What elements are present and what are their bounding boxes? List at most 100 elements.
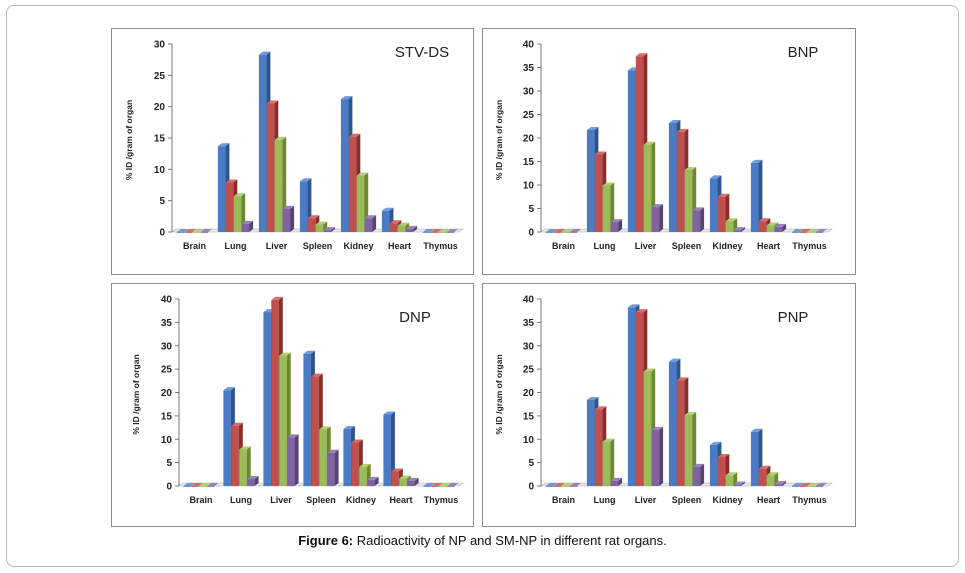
bar-spleen-s4-top [692,207,705,211]
bar-lung-s4 [610,477,623,486]
bar-thymus-s3 [439,483,451,487]
y-tick-label: 20 [523,388,535,399]
bar-liver-s3-top [279,352,291,356]
bar-brain-s3 [199,483,211,487]
y-tick-label: 40 [161,295,173,306]
bar-kidney-s2-front [348,136,357,232]
y-tick-label: 25 [523,110,535,121]
y-tick-label: 5 [159,196,165,207]
chart-panel-stv-ds: 0 5 10 15 20 25 30 % ID /gram of organ STV-DS Bra… [111,28,474,275]
bar-brain-s1-top [545,229,558,232]
bar-kidney-s2-front [351,442,359,486]
bar-brain-s4-top [569,483,582,486]
y-tick-label: 30 [154,40,166,51]
bar-lung-s4-top [241,220,254,224]
bar-kidney-s3-side [733,472,738,486]
y-tick-label: 0 [159,228,165,239]
bar-spleen-s3-front [315,224,324,232]
bar-kidney-s3-front [725,475,734,486]
y-tick-label: 5 [528,204,534,215]
bar-thymus-s2-top [799,229,812,232]
bar-thymus-s2-top [430,229,443,232]
bar-heart-s3-top [397,222,410,226]
bar-heart-s2-top [391,468,403,472]
bar-brain-s4-top [200,229,213,232]
y-tick-label: 15 [154,134,166,145]
bar-kidney-s4-top [733,227,746,231]
x-tick-label-kidney: Kidney [712,241,742,251]
bar-lung-s4 [247,475,259,486]
bar-spleen-s4-front [692,210,701,232]
bar-thymus-s4-front [815,232,824,233]
bar-liver-s4-side [659,204,664,232]
bar-thymus-s2-top [799,483,812,486]
bar-brain-s2-top [553,483,566,486]
bar-spleen-s3-top [684,411,697,415]
bar-liver-s4-top [282,205,295,209]
bar-lung-s4 [610,219,623,232]
bar-thymus-s1-front [422,232,431,233]
bar-lung-s1-front [586,130,595,232]
bar-brain-s4-front [207,486,215,487]
bar-thymus-s4 [815,483,828,487]
bar-lung-s4-front [610,222,619,232]
y-tick-label: 20 [154,102,166,113]
chart-panel-pnp: 0 5 10 15 20 25 30 35 40 % ID /gram of organ PNP Br… [482,283,856,527]
bar-brain-s3-front [561,232,570,233]
x-tick-label-liver: Liver [266,241,288,251]
bar-lung-s4-front [247,478,255,486]
bar-lung-s4-top [610,219,623,223]
bar-liver-s4-top [651,204,664,208]
chart-bnp: 0 5 10 15 20 25 30 35 40 % ID /gram of organ BNP Br… [494,40,833,251]
bar-liver-s3-front [274,139,283,232]
x-tick-label-spleen: Spleen [672,241,702,251]
bar-spleen-s4 [692,207,705,232]
bar-spleen-s3-top [319,426,331,430]
bar-thymus-s3-front [807,232,816,233]
figure-caption: Figure 6: Radioactivity of NP and SM-NP … [0,533,965,548]
y-tick-label: 35 [523,63,535,74]
bar-brain-s3-front [561,486,570,487]
bar-lung-s1-top [223,387,235,391]
chart-panel-dnp: 0 5 10 15 20 25 30 35 40 % ID /gram of organ DNP Br… [111,283,474,527]
bar-brain-s4-front [200,232,209,233]
bar-spleen-s1-front [303,353,311,486]
bar-heart-s3-front [766,475,775,486]
bar-thymus-s2-front [799,486,808,487]
bar-spleen-s4-side [331,227,336,232]
bar-thymus-s4-top [447,483,459,486]
bar-lung-s4-side [618,477,623,486]
bar-thymus-s4-front [815,486,824,487]
bar-kidney-s3-front [356,175,365,232]
bar-brain-s4-front [569,232,578,233]
bar-heart-s3-top [399,475,411,479]
bar-spleen-s4-front [692,466,701,486]
bar-thymus-s2-front [799,232,808,233]
x-tick-label-kidney: Kidney [343,241,373,251]
bar-heart-s2-top [758,218,771,222]
bar-brain-s3-front [199,486,207,487]
bar-heart-s1-side [758,159,763,232]
bar-spleen-s4-side [700,207,705,232]
bar-lung-s4 [241,220,254,232]
bar-thymus-s1 [422,229,435,233]
bar-kidney-s4-top [733,481,746,485]
x-tick-label-kidney: Kidney [712,495,742,505]
bar-kidney-s4 [733,481,746,486]
bar-spleen-s4-top [323,227,336,231]
bar-lung-s1-front [217,146,226,232]
bar-kidney-s4-front [364,218,373,232]
bar-lung-s1-top [217,143,230,147]
bar-liver-s4 [282,205,295,232]
bar-heart-s4-top [774,481,787,485]
bar-lung-s3-top [239,446,251,450]
bar-kidney-s1-top [340,96,353,100]
bar-brain-s4-front [569,486,578,487]
bar-heart-s2-front [758,221,767,232]
bar-heart-s3-front [399,478,407,486]
y-tick-label: 25 [154,71,166,82]
bar-lung-s1-front [223,390,231,486]
bar-brain-s1-front [183,486,191,487]
bar-liver-s4-side [294,434,299,486]
bar-kidney-s4-top [367,476,379,480]
